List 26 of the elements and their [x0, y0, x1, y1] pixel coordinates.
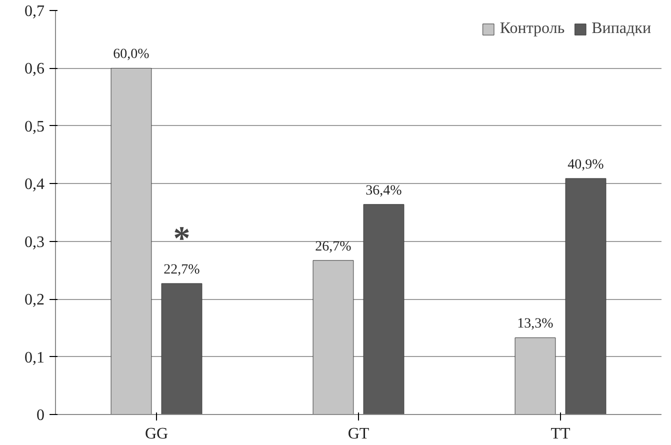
- y-tick-label: 0,7: [24, 3, 44, 20]
- x-tick-label: GG: [144, 426, 168, 442]
- data-label: 26,7%: [315, 239, 352, 254]
- bar: [565, 178, 606, 414]
- bar: [514, 337, 556, 414]
- y-tick-label: 0,5: [24, 118, 44, 136]
- data-label: 60,0%: [113, 47, 150, 62]
- y-tick-label: 0,4: [24, 176, 44, 194]
- x-tick-label: GT: [348, 426, 370, 442]
- bar: [363, 204, 404, 414]
- bar: [312, 260, 354, 414]
- data-label: 22,7%: [164, 262, 200, 278]
- legend-label: Контроль: [500, 20, 565, 38]
- y-tick-label: 0,3: [24, 234, 44, 251]
- bar: [110, 68, 152, 414]
- y-tick-label: 0,1: [24, 349, 44, 366]
- bar: [161, 283, 202, 414]
- x-tick-label: TT: [550, 426, 570, 442]
- y-tick-label: 0,6: [24, 60, 44, 78]
- data-label: 40,9%: [568, 157, 604, 172]
- data-label: 13,3%: [517, 316, 554, 332]
- y-tick-label: 0: [36, 407, 44, 424]
- data-label: 36,4%: [366, 183, 402, 198]
- annotation: *: [173, 220, 190, 258]
- y-tick-label: 0,2: [24, 292, 44, 309]
- legend-label: Випадки: [592, 20, 651, 38]
